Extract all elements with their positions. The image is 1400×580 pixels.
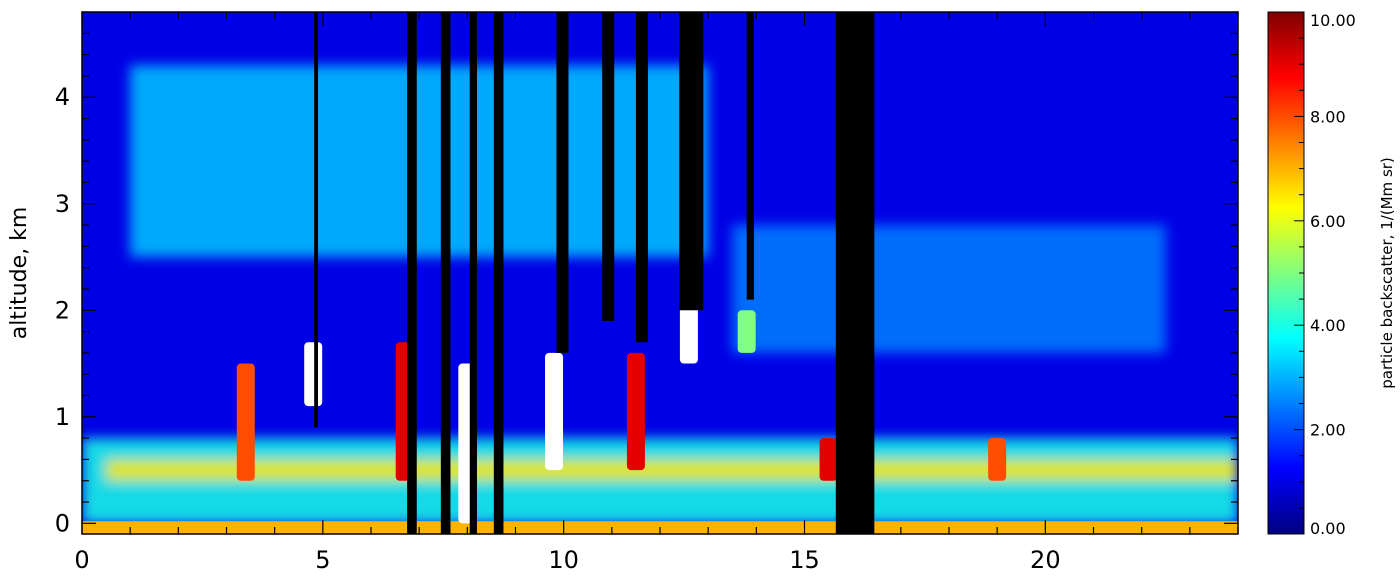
backscatter-hotspot [988,438,1007,481]
missing-data-column [314,12,319,428]
y-axis-label: altitude, km [7,207,32,340]
x-tick-label: 0 [74,546,89,574]
missing-data-column [635,12,648,343]
colorbar-tick-label: 2.00 [1310,421,1346,440]
missing-data-column [746,12,754,300]
missing-data-column [679,12,704,311]
backscatter-hotspot [679,299,698,364]
colorbar-axis: 0.00 2.00 4.00 6.00 8.00 10.00 [1294,11,1356,538]
backscatter-hotspot [626,352,645,471]
missing-data-layer [314,12,875,534]
missing-data-column [469,12,477,534]
y-tick-label: 4 [55,83,70,111]
backscatter-hotspot [236,363,255,481]
backscatter-hotspot [737,310,756,353]
y-tick-label: 3 [55,190,70,218]
aerosol-layer [732,225,1166,353]
y-tick-label: 1 [55,403,70,431]
missing-data-column [493,12,504,534]
colorbar [1267,11,1305,535]
missing-data-column [407,12,417,534]
colorbar-tick-label: 8.00 [1310,107,1346,126]
x-tick-label: 15 [789,546,820,574]
y-tick-label: 0 [55,509,70,537]
x-tick-label: 10 [548,546,579,574]
missing-data-column [440,12,451,534]
backscatter-hotspot [545,352,564,471]
x-axis: 0 5 10 15 20 [74,12,1239,574]
aerosol-layer [106,459,1238,481]
missing-data-column [556,12,569,353]
missing-data-column [602,12,615,321]
colorbar-label: particle backscatter, 1/(Mm sr) [1378,157,1396,389]
y-tick-label: 2 [55,296,70,324]
aerosol-layer [130,65,709,258]
colorbar-tick-label: 10.00 [1310,11,1356,30]
y-axis: 0 1 2 3 4 [55,11,1238,537]
colorbar-tick-label: 4.00 [1310,316,1346,335]
backscatter-hotspot [304,342,323,407]
backscatter-hotspot [819,438,838,481]
x-tick-label: 20 [1030,546,1061,574]
missing-data-column [835,12,875,534]
colorbar-tick-label: 0.00 [1310,519,1346,538]
x-tick-label: 5 [315,546,330,574]
colorbar-tick-label: 6.00 [1310,212,1346,231]
